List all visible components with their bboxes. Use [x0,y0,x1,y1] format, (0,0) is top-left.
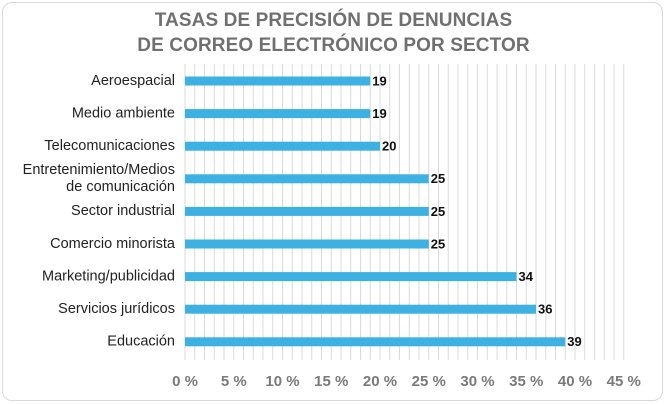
data-label: 36 [538,302,552,317]
data-label: 25 [431,236,445,251]
bar [185,174,429,184]
data-label: 25 [431,171,445,186]
category-label: Aeroespacial [91,73,175,89]
bar [185,109,371,119]
x-tick-label: 45 % [607,373,641,390]
x-tick-label: 5 % [221,373,247,390]
chart-title-line-1: TASAS DE PRECISIÓN DE DENUNCIAS [154,10,513,31]
data-label: 25 [431,204,445,219]
data-label: 34 [519,269,534,284]
category-label: Servicios jurídicos [58,301,175,317]
x-tick-label: 35 % [509,373,543,390]
data-label: 19 [372,73,386,88]
category-label: Marketing/publicidad [42,268,175,284]
bar [185,337,566,347]
bar [185,239,429,249]
x-tick-label: 30 % [460,373,494,390]
category-label: Entretenimiento/Medios [23,162,175,178]
x-tick-label: 15 % [314,373,348,390]
x-tick-label: 40 % [558,373,592,390]
x-tick-label: 0 % [172,373,198,390]
chart-title-line-2: DE CORREO ELECTRÓNICO POR SECTOR [137,35,530,56]
bar [185,272,517,282]
bar [185,304,536,314]
category-label: Telecomunicaciones [44,138,175,154]
category-label: de comunicación [66,179,175,195]
data-label: 39 [567,334,581,349]
chart-frame [2,2,663,401]
category-label: Comercio minorista [50,236,176,252]
bar [185,206,429,216]
category-label: Medio ambiente [72,105,175,121]
data-label: 20 [382,139,396,154]
x-tick-label: 20 % [363,373,397,390]
x-tick-label: 10 % [265,373,299,390]
x-tick-label: 25 % [412,373,446,390]
bar [185,141,380,151]
category-label: Educación [107,334,175,350]
category-label: Sector industrial [71,203,175,219]
bar [185,76,371,86]
data-label: 19 [372,106,386,121]
